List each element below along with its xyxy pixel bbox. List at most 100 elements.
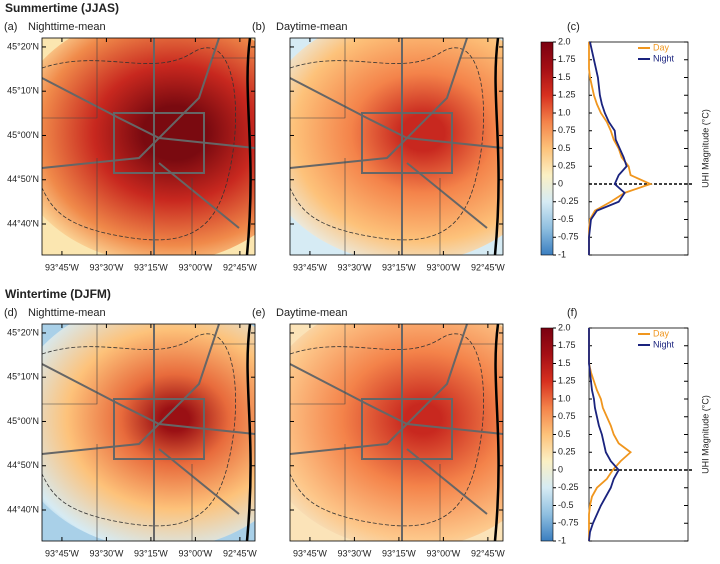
y-tick-label: 44°40'N [7, 218, 39, 228]
contour [42, 47, 236, 241]
row-title: Summertime (JJAS) [5, 1, 119, 15]
colorbar [540, 41, 554, 256]
roads [290, 38, 503, 255]
x-tick-label: 93°15'W [134, 548, 168, 558]
dist-line [588, 42, 653, 255]
x-tick-label: 93°15'W [382, 262, 416, 272]
colorbar-label: 2.0 [558, 36, 571, 46]
state-border [493, 38, 500, 255]
y-tick-label: 45°00'N [7, 416, 39, 426]
colorbar-label: -0.75 [558, 518, 579, 528]
y-tick-label: 45°10'N [7, 372, 39, 382]
colorbar-label: 1.5 [558, 358, 571, 368]
x-tick-label: 93°15'W [382, 548, 416, 558]
panel-subtitle: Daytime-mean [276, 307, 348, 319]
legend-label: Day [653, 42, 670, 52]
state-border [493, 324, 500, 541]
county-lines [42, 324, 255, 541]
x-tick-label: 92°45'W [223, 262, 257, 272]
x-tick-label: 93°45'W [45, 548, 79, 558]
x-tick-label: 93°00'W [178, 262, 212, 272]
x-tick-label: 93°00'W [178, 548, 212, 558]
y-tick-label: 45°10'N [7, 86, 39, 96]
x-tick-label: 93°45'W [45, 262, 79, 272]
x-tick-label: 93°00'W [426, 262, 460, 272]
x-tick-label: 93°00'W [426, 548, 460, 558]
panel-label: (c) [567, 21, 580, 33]
contour [290, 333, 484, 527]
colorbar-label: 0.25 [558, 161, 576, 171]
state-border [245, 38, 252, 255]
county-lines [290, 324, 503, 541]
colorbar-label: -0.75 [558, 232, 579, 242]
y-axis-label: UHI Magnitude (°C) [700, 109, 710, 188]
y-tick-label: 45°20'N [7, 327, 39, 337]
legend-label: Day [653, 328, 670, 338]
x-tick-label: 93°30'W [89, 262, 123, 272]
legend-label: Night [653, 339, 675, 349]
colorbar-label: 1.25 [558, 376, 576, 386]
colorbar-label: -0.25 [558, 196, 579, 206]
panel-label: (b) [252, 21, 265, 33]
panel-label: (d) [4, 307, 17, 319]
panel-subtitle: Nighttime-mean [28, 307, 106, 319]
colorbar-label: 1.75 [558, 54, 576, 64]
colorbar-label: 0.5 [558, 429, 571, 439]
colorbar-label: -0.25 [558, 482, 579, 492]
row-title: Wintertime (DJFM) [5, 287, 111, 301]
x-tick-label: 93°30'W [337, 548, 371, 558]
x-tick-label: 93°30'W [89, 548, 123, 558]
map-field [42, 38, 255, 255]
colorbar-label: 0 [558, 178, 563, 188]
x-tick-label: 93°15'W [134, 262, 168, 272]
y-axis-label: UHI Magnitude (°C) [700, 395, 710, 474]
map-frame [289, 323, 504, 542]
y-tick-label: 45°20'N [7, 41, 39, 51]
x-tick-label: 93°30'W [337, 262, 371, 272]
dist-frame [588, 41, 689, 256]
panel-label: (a) [4, 21, 17, 33]
panel-subtitle: Nighttime-mean [28, 21, 106, 33]
dist-line [588, 41, 628, 255]
colorbar-label: 0.5 [558, 143, 571, 153]
colorbar-label: -1 [558, 535, 566, 545]
colorbar-label: 1.0 [558, 107, 571, 117]
map-field [42, 324, 255, 541]
roads [42, 38, 255, 255]
map-field [290, 38, 503, 255]
colorbar-label: 1.25 [558, 90, 576, 100]
map-frame [41, 37, 256, 256]
y-tick-label: 44°40'N [7, 504, 39, 514]
dist-frame [588, 327, 689, 542]
colorbar-label: 0 [558, 464, 563, 474]
legend-label: Night [653, 53, 675, 63]
county-lines [42, 38, 255, 255]
colorbar-label: 0.75 [558, 125, 576, 135]
dist-line [588, 328, 620, 542]
colorbar-label: -0.5 [558, 214, 574, 224]
state-border [245, 324, 252, 541]
contour [290, 47, 484, 241]
panel-subtitle: Daytime-mean [276, 21, 348, 33]
colorbar [540, 327, 554, 542]
colorbar-label: 1.5 [558, 72, 571, 82]
colorbar-label: 0.25 [558, 447, 576, 457]
colorbar-label: 1.75 [558, 340, 576, 350]
colorbar-label: 0.75 [558, 411, 576, 421]
colorbar-label: -1 [558, 249, 566, 259]
y-tick-label: 44°50'N [7, 460, 39, 470]
roads [290, 324, 503, 541]
colorbar-label: 1.0 [558, 393, 571, 403]
roads [42, 324, 255, 541]
y-tick-label: 44°50'N [7, 174, 39, 184]
panel-label: (e) [252, 307, 265, 319]
colorbar-label: 2.0 [558, 322, 571, 332]
map-frame [289, 37, 504, 256]
dist-line [588, 328, 632, 541]
x-tick-label: 93°45'W [293, 548, 327, 558]
colorbar-label: -0.5 [558, 500, 574, 510]
panel-label: (f) [567, 307, 577, 319]
y-tick-label: 45°00'N [7, 130, 39, 140]
